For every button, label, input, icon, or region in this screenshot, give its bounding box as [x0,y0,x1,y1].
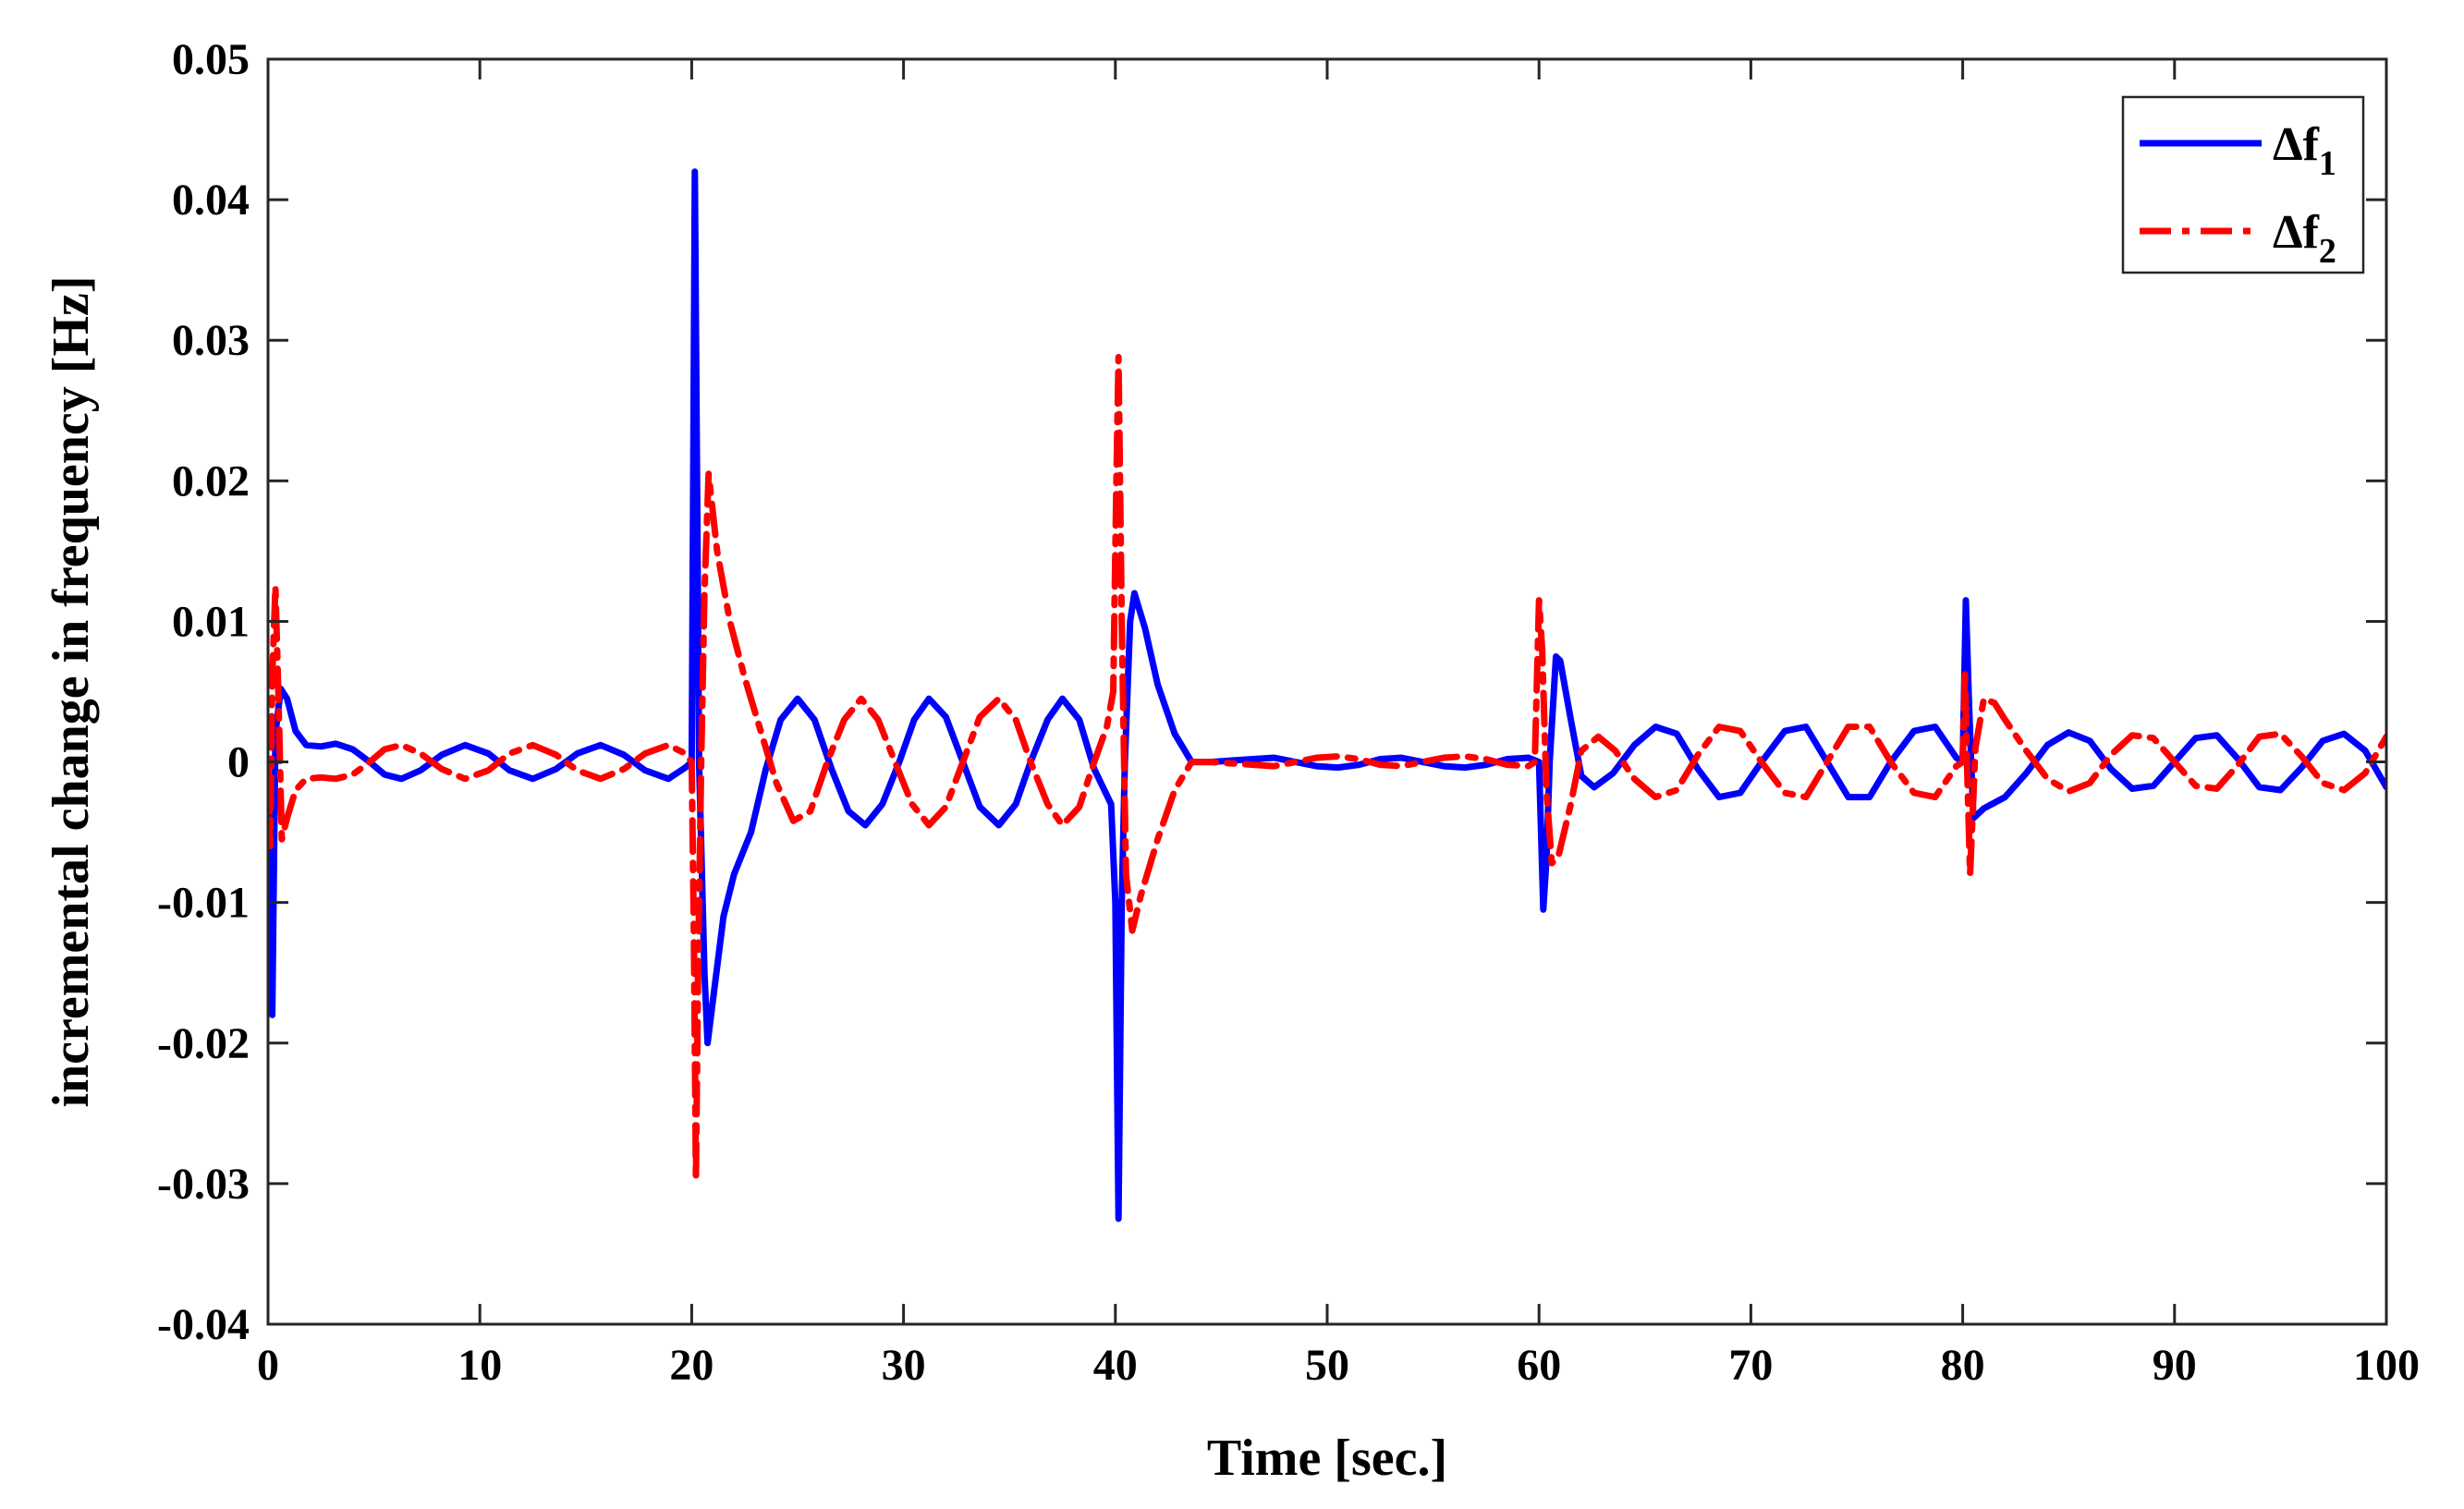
plot-area [266,57,2388,1326]
y-tick-label: -0.02 [157,1019,250,1068]
x-tick-label: 80 [1941,1341,1985,1390]
y-tick-label: 0.02 [172,456,250,505]
x-tick-label: 10 [457,1341,502,1390]
legend-label-subscript: 2 [2319,232,2336,271]
x-tick-label: 50 [1305,1341,1349,1390]
y-tick-label: -0.03 [157,1160,250,1209]
x-tick-label: 30 [882,1341,926,1390]
y-axis-label: incremental change in frequency [Hz] [43,275,100,1107]
x-tick-label: 60 [1517,1341,1561,1390]
legend-label-main: Δf [2273,118,2320,171]
x-tick-label: 90 [2153,1341,2197,1390]
y-tick-label: 0.04 [172,176,250,225]
y-tick-label: 0.03 [172,316,250,365]
x-axis-label: Time [sec.] [1207,1430,1447,1487]
x-tick-label: 20 [669,1341,714,1390]
y-tick-label: -0.04 [157,1300,250,1349]
legend-box [2121,95,2365,274]
legend-label-2: Δf2 [2273,206,2336,271]
series-layer [268,168,2386,1223]
series-line-2 [268,354,2386,1185]
y-tick-label: 0 [227,738,250,787]
y-tick-label: 0.01 [172,597,250,646]
x-tick-label: 100 [2353,1341,2420,1390]
y-tick-label: -0.01 [157,879,250,928]
x-tick-label: 40 [1093,1341,1138,1390]
legend-label-subscript: 1 [2319,144,2336,183]
legend-label-1: Δf1 [2273,118,2336,183]
tick-labels: 0 10 20 30 40 50 60 70 80 90 100-0.04-0.03-0.02-0.… [157,35,2420,1390]
x-tick-label: 70 [1728,1341,1773,1390]
y-tick-label: 0.05 [172,35,250,84]
ticks-layer [266,57,2388,1326]
legend-label-main: Δf [2273,206,2320,259]
x-tick-label: 0 [257,1341,279,1390]
